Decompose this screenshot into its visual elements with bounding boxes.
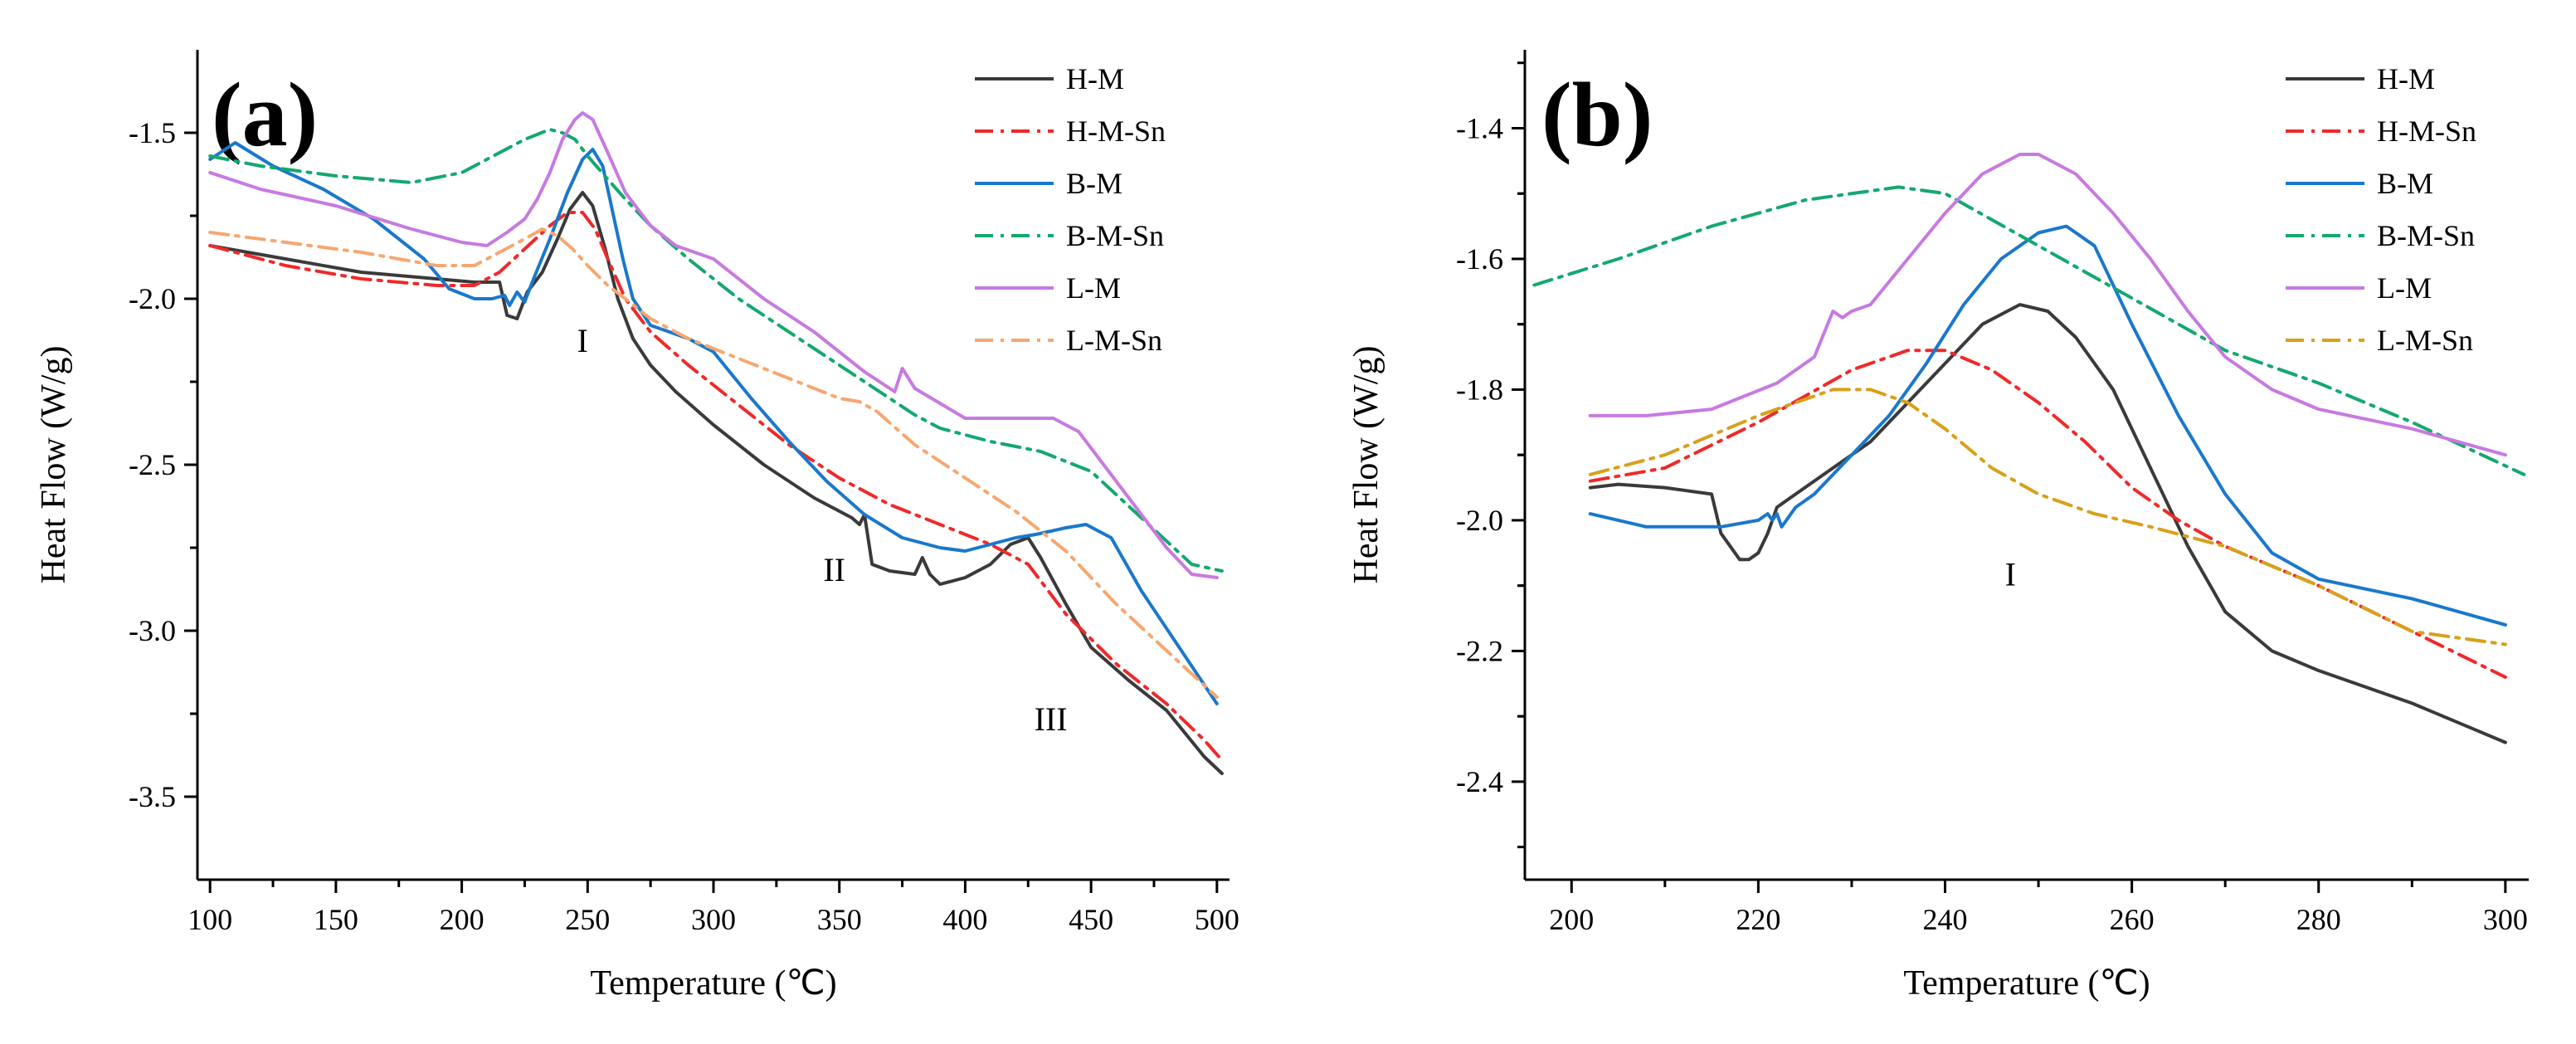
panel-b-y-tick-label: -2.2 [1456, 634, 1503, 667]
panel-b-legend-label: B-M [2377, 167, 2433, 200]
panel-b-x-tick-label: 300 [2483, 903, 2528, 936]
panel-a-x-tick-label: 350 [817, 903, 862, 936]
panel-b-y-tick-label: -2.4 [1456, 765, 1503, 798]
panel-b-y-tick-label: -1.6 [1456, 242, 1503, 276]
panel-a-x-tick-label: 100 [187, 903, 232, 936]
chart-panel-b: 200 220 240 260 280 300 -1.4 -1.6 -1.8 -2.0 -2.2 -2… [1347, 50, 2529, 1003]
panel-a-annotation: I [577, 322, 588, 359]
panel-b-x-tick-label: 240 [1923, 903, 1968, 936]
panel-a-legend-label: L-M-Sn [1066, 324, 1162, 357]
panel-a-y-tick-label: -1.5 [129, 116, 176, 149]
panel-a-x-tick-label: 500 [1195, 903, 1239, 936]
panel-a-series-l-m [208, 111, 1219, 579]
panel-a-y-tick-label: -2.5 [129, 448, 176, 481]
panel-b-legend-label: H-M [2377, 62, 2435, 95]
panel-a-x-tick-label: 150 [314, 903, 358, 936]
panel-a-series-h-m [208, 191, 1224, 775]
panel-b-y-tick-label: -2.0 [1456, 504, 1503, 537]
panel-b-series-h-m [1588, 303, 2507, 744]
panel-a-y-tick-label: -3.5 [129, 780, 176, 813]
panel-a-legend-label: L-M [1066, 271, 1121, 305]
panel-a-legend-label: H-M [1066, 62, 1124, 95]
panel-b-annotation: I [2005, 556, 2016, 593]
panel-b-legend-label: H-M-Sn [2377, 115, 2476, 148]
panel-a-x-tick-label: 200 [440, 903, 485, 936]
panel-b-y-tick-label: -1.8 [1456, 373, 1503, 406]
panel-b-y-tick-label: -1.4 [1456, 111, 1503, 144]
panel-a-x-tick-label: 250 [565, 903, 610, 936]
panel-a-label: (a) [212, 64, 318, 165]
panel-b-series-l-m-sn [1588, 388, 2507, 646]
panel-a-series-b-m-sn [208, 128, 1224, 573]
panel-b-legend-label: B-M-Sn [2377, 219, 2475, 252]
panel-b-label: (b) [1541, 64, 1653, 165]
panel-a-y-axis-title: Heat Flow (W/g) [35, 346, 73, 584]
panel-b-legend-label: L-M [2377, 271, 2432, 305]
panel-b-x-axis-title: Temperature (℃) [1903, 964, 2150, 1003]
panel-b-x-tick-label: 200 [1549, 903, 1594, 936]
panel-b-series-b-m [1588, 224, 2507, 627]
panel-b-x-tick-label: 280 [2296, 903, 2341, 936]
panel-b-series-l-m [1588, 153, 2507, 457]
panel-a-x-tick-label: 450 [1069, 903, 1113, 936]
panel-a-annotation: III [1035, 700, 1068, 738]
panel-a-annotation: II [823, 551, 845, 588]
panel-a-series-h-m-sn [208, 211, 1224, 762]
panel-a-series-b-m [208, 141, 1219, 705]
panel-a-x-tick-label: 300 [691, 903, 736, 936]
panel-a-y-tick-label: -3.0 [129, 614, 176, 647]
panel-b-series-h-m-sn [1588, 349, 2507, 679]
panel-a-y-tick-label: -2.0 [129, 282, 176, 315]
panel-b-x-tick-label: 220 [1736, 903, 1780, 936]
panel-b-x-tick-label: 260 [2110, 903, 2155, 936]
panel-b-series-b-m-sn [1532, 185, 2526, 476]
panel-b-y-axis-title: Heat Flow (W/g) [1347, 346, 1385, 584]
panel-a-legend-label: B-M [1066, 167, 1122, 200]
panel-a-x-axis-title: Temperature (℃) [590, 964, 836, 1003]
panel-b-legend-label: L-M-Sn [2377, 324, 2473, 357]
panel-a-legend-label: H-M-Sn [1066, 115, 1166, 148]
panel-a-legend-label: B-M-Sn [1066, 219, 1164, 252]
panel-a-x-tick-label: 400 [942, 903, 987, 936]
panel-a-series-l-m-sn [208, 227, 1219, 699]
chart-panel-a: 100 150 200 250 300 350 400 450 500 -1.5 -2.0 -2.5 -… [35, 50, 1239, 1003]
